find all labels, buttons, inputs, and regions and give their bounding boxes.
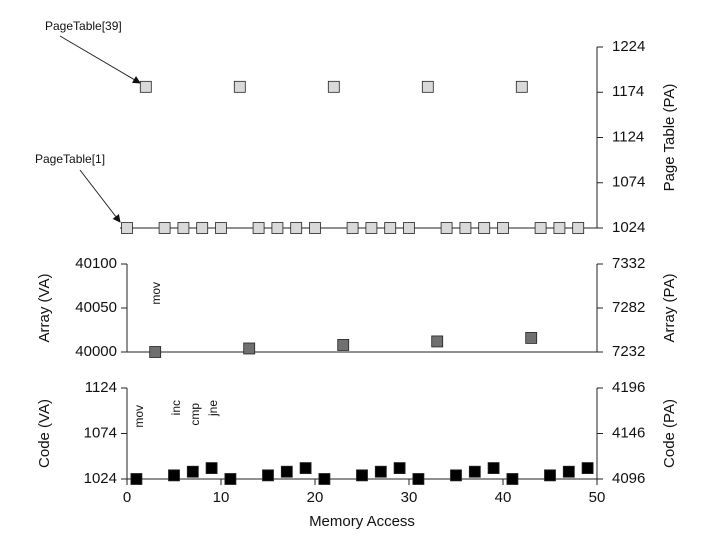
- annotation: PageTable[1]: [35, 152, 105, 166]
- y2-tick-label: 1024: [612, 219, 645, 236]
- y-tick-label: 1024: [84, 470, 117, 487]
- annotation-arrow: [79, 169, 121, 223]
- marker: [280, 465, 293, 478]
- marker: [515, 80, 528, 93]
- marker: [337, 339, 350, 351]
- marker: [468, 465, 481, 478]
- marker: [309, 222, 321, 234]
- marker: [421, 80, 434, 93]
- marker: [581, 462, 594, 474]
- marker: [534, 222, 547, 234]
- marker: [215, 222, 227, 234]
- marker: [544, 469, 556, 482]
- x-tick-label: 20: [307, 489, 324, 506]
- marker: [177, 222, 190, 234]
- y-tick-label: 40000: [75, 343, 117, 360]
- marker: [403, 222, 415, 234]
- y-tick-label: 1124: [85, 379, 117, 396]
- marker: [130, 473, 143, 485]
- y2-axis-label: Code (PA): [661, 399, 678, 468]
- annotation-arrow: [59, 35, 141, 84]
- y-tick-label: 1074: [84, 424, 117, 441]
- marker: [318, 473, 331, 485]
- marker: [205, 462, 218, 474]
- y2-tick-label: 1224: [612, 38, 645, 55]
- marker: [346, 222, 359, 234]
- x-tick-label: 30: [401, 489, 418, 506]
- y-tick-label: 40050: [75, 299, 117, 316]
- marker: [384, 222, 397, 234]
- y2-axis-label: Page Table (PA): [661, 84, 678, 192]
- marker: [497, 222, 509, 234]
- annotation: cmp: [188, 403, 202, 426]
- marker: [149, 346, 162, 358]
- marker: [356, 469, 368, 482]
- annotation: inc: [169, 400, 183, 415]
- marker: [290, 222, 303, 234]
- marker: [506, 473, 519, 485]
- marker: [572, 222, 585, 234]
- y2-tick-label: 7282: [612, 299, 645, 316]
- marker: [365, 222, 378, 234]
- marker: [196, 222, 209, 234]
- annotation: mov: [149, 282, 163, 305]
- marker: [459, 222, 472, 234]
- marker: [440, 222, 453, 234]
- marker: [224, 473, 237, 485]
- marker: [327, 80, 340, 93]
- x-axis-label: Memory Access: [309, 513, 415, 530]
- y2-tick-label: 1124: [612, 128, 644, 145]
- y-axis-label: Code (VA): [36, 399, 53, 468]
- y2-tick-label: 7232: [612, 343, 645, 360]
- y2-tick-label: 4096: [612, 470, 645, 487]
- marker: [158, 222, 171, 234]
- x-tick-label: 40: [495, 489, 512, 506]
- x-tick-label: 50: [589, 489, 606, 506]
- marker: [121, 222, 133, 234]
- marker: [478, 222, 491, 234]
- marker: [243, 342, 256, 355]
- marker: [186, 465, 199, 478]
- marker: [168, 469, 180, 482]
- marker: [450, 469, 462, 482]
- y2-tick-label: 4196: [612, 379, 645, 396]
- marker: [487, 462, 500, 474]
- x-tick-label: 10: [213, 489, 230, 506]
- y-axis-label: Array (VA): [36, 274, 53, 343]
- y2-tick-label: 7332: [612, 255, 645, 272]
- marker: [412, 473, 425, 485]
- marker: [139, 80, 152, 93]
- marker: [374, 465, 387, 478]
- y2-axis-label: Array (PA): [661, 274, 678, 343]
- annotation: jne: [206, 400, 220, 417]
- annotation: PageTable[39]: [45, 19, 122, 33]
- y-tick-label: 40100: [75, 255, 117, 272]
- annotation: mov: [132, 405, 146, 428]
- marker: [393, 462, 406, 474]
- marker: [299, 462, 312, 474]
- marker: [262, 469, 274, 482]
- marker: [271, 222, 284, 234]
- marker: [431, 335, 444, 348]
- y2-tick-label: 1074: [612, 174, 645, 191]
- y2-tick-label: 4146: [612, 424, 645, 441]
- y2-tick-label: 1174: [612, 83, 644, 100]
- marker: [233, 80, 246, 93]
- x-tick-label: 0: [123, 489, 131, 506]
- marker: [553, 222, 566, 234]
- marker: [525, 332, 538, 344]
- marker: [562, 465, 575, 478]
- marker: [252, 222, 265, 234]
